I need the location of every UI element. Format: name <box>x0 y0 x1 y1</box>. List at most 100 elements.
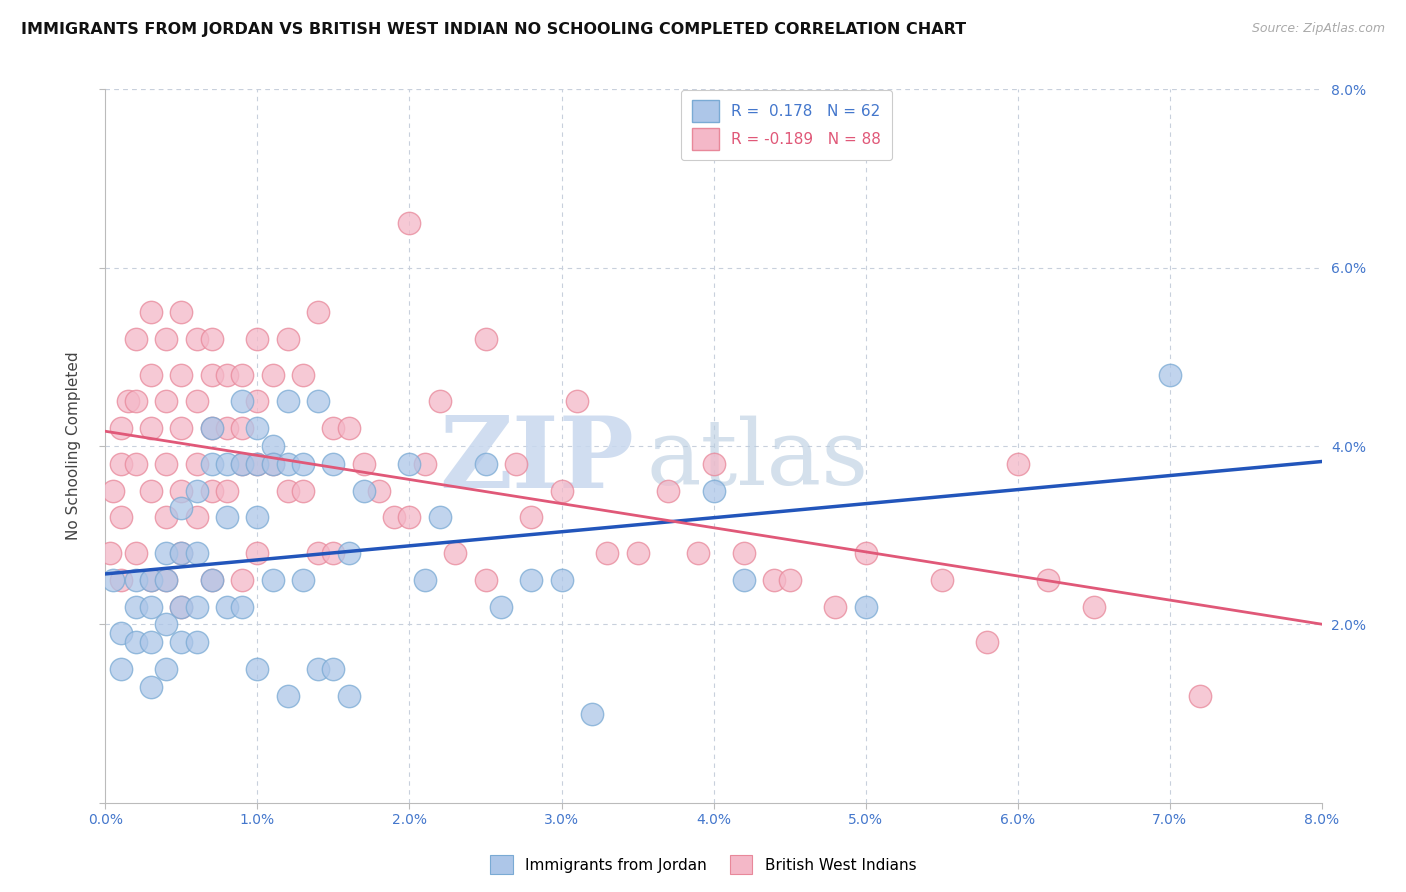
Point <box>520 510 543 524</box>
Point <box>125 573 148 587</box>
Point <box>733 573 755 587</box>
Point <box>307 305 329 319</box>
Point <box>246 421 269 435</box>
Point <box>155 457 177 471</box>
Point <box>201 421 224 435</box>
Point <box>186 546 208 560</box>
Point <box>1083 599 1105 614</box>
Point <box>246 662 269 676</box>
Point <box>413 573 436 587</box>
Point <box>98 546 121 560</box>
Point <box>186 483 208 498</box>
Point <box>489 599 512 614</box>
Point <box>702 457 725 471</box>
Point <box>117 394 139 409</box>
Point <box>155 617 177 632</box>
Point <box>262 457 284 471</box>
Point <box>733 546 755 560</box>
Point <box>201 457 224 471</box>
Point <box>337 421 360 435</box>
Point <box>170 305 193 319</box>
Point <box>170 501 193 516</box>
Point <box>763 573 786 587</box>
Point <box>246 546 269 560</box>
Point <box>277 483 299 498</box>
Point <box>201 368 224 382</box>
Point <box>231 368 253 382</box>
Point <box>246 394 269 409</box>
Point <box>520 573 543 587</box>
Point <box>201 483 224 498</box>
Point <box>353 457 375 471</box>
Point <box>368 483 391 498</box>
Point <box>155 332 177 346</box>
Legend: Immigrants from Jordan, British West Indians: Immigrants from Jordan, British West Ind… <box>484 849 922 880</box>
Point <box>855 599 877 614</box>
Point <box>626 546 648 560</box>
Point <box>277 457 299 471</box>
Point <box>155 573 177 587</box>
Point <box>1159 368 1181 382</box>
Point <box>139 421 162 435</box>
Point <box>246 510 269 524</box>
Point <box>125 599 148 614</box>
Point <box>201 421 224 435</box>
Point <box>186 332 208 346</box>
Point <box>779 573 801 587</box>
Point <box>125 457 148 471</box>
Point <box>231 457 253 471</box>
Point <box>186 599 208 614</box>
Point <box>474 573 496 587</box>
Point <box>217 421 239 435</box>
Point <box>155 510 177 524</box>
Point <box>231 394 253 409</box>
Point <box>474 457 496 471</box>
Point <box>155 573 177 587</box>
Point <box>170 635 193 649</box>
Point <box>201 573 224 587</box>
Point <box>110 457 132 471</box>
Point <box>139 483 162 498</box>
Point <box>186 394 208 409</box>
Point <box>231 421 253 435</box>
Point <box>155 394 177 409</box>
Point <box>382 510 405 524</box>
Point <box>139 599 162 614</box>
Point <box>139 680 162 694</box>
Point <box>550 573 572 587</box>
Point <box>155 662 177 676</box>
Point <box>110 573 132 587</box>
Point <box>322 421 344 435</box>
Point <box>429 394 451 409</box>
Point <box>337 546 360 560</box>
Point <box>1188 689 1211 703</box>
Point <box>262 573 284 587</box>
Legend: R =  0.178   N = 62, R = -0.189   N = 88: R = 0.178 N = 62, R = -0.189 N = 88 <box>681 90 891 161</box>
Point <box>139 635 162 649</box>
Point <box>217 599 239 614</box>
Point <box>186 510 208 524</box>
Point <box>322 457 344 471</box>
Point <box>110 421 132 435</box>
Point <box>855 546 877 560</box>
Point <box>398 216 420 230</box>
Text: IMMIGRANTS FROM JORDAN VS BRITISH WEST INDIAN NO SCHOOLING COMPLETED CORRELATION: IMMIGRANTS FROM JORDAN VS BRITISH WEST I… <box>21 22 966 37</box>
Point <box>353 483 375 498</box>
Point <box>217 483 239 498</box>
Point <box>139 573 162 587</box>
Point <box>292 457 315 471</box>
Point <box>398 457 420 471</box>
Point <box>170 483 193 498</box>
Point <box>688 546 710 560</box>
Point <box>596 546 619 560</box>
Point <box>110 510 132 524</box>
Point <box>277 689 299 703</box>
Point <box>201 573 224 587</box>
Point <box>139 368 162 382</box>
Point <box>246 332 269 346</box>
Point <box>824 599 846 614</box>
Point <box>125 332 148 346</box>
Point <box>125 635 148 649</box>
Point <box>110 626 132 640</box>
Point <box>125 546 148 560</box>
